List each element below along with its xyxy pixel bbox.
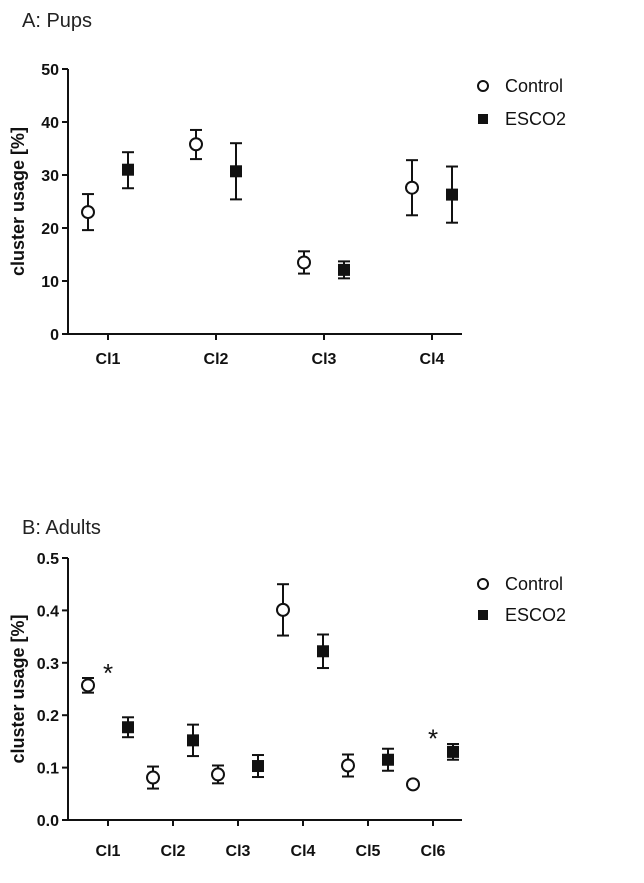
data-point-esco2 [447, 745, 459, 758]
legend-label: ESCO2 [505, 605, 566, 625]
panel-b-title: B: Adults [22, 517, 101, 539]
legend-marker-esco2 [478, 114, 488, 124]
x-tick-label: Cl2 [161, 843, 186, 860]
chart-b: 0.0 0.1 0.2 0.3 0.4 0.5 Cl1 Cl2 Cl3 Cl4 Cl5 Cl6 clus… [8, 551, 566, 860]
y-tick-label: 0.4 [37, 603, 59, 620]
data-point-control [406, 777, 420, 792]
x-tick-label: Cl1 [96, 351, 121, 368]
y-tick-label: 0 [50, 327, 59, 344]
x-tick-label: Cl2 [204, 351, 229, 368]
data-point-esco2 [122, 721, 134, 734]
y-tick-label: 0.3 [37, 656, 59, 673]
data-point-control [189, 137, 203, 152]
chart-a: 0 10 20 30 40 50 Cl1 Cl2 Cl3 Cl4 cluster usage [%]… [8, 62, 566, 368]
y-tick-label: 0.0 [37, 813, 59, 830]
data-point-esco2 [187, 734, 199, 747]
data-point-control [211, 767, 225, 782]
data-point-control [297, 255, 311, 270]
legend-label: Control [505, 574, 563, 594]
y-tick-label: 0.2 [37, 708, 59, 725]
data-point-esco2 [382, 753, 394, 766]
data-point-esco2 [122, 163, 134, 176]
y-axis-title: cluster usage [%] [8, 127, 28, 276]
data-point-control [81, 678, 95, 693]
y-tick-label: 20 [41, 221, 59, 238]
y-tick-label: 0.1 [37, 761, 59, 778]
x-tick-label: Cl3 [226, 843, 251, 860]
data-point-esco2 [317, 645, 329, 658]
data-point-control [81, 205, 95, 220]
y-tick-label: 30 [41, 168, 59, 185]
x-tick-label: Cl4 [291, 843, 316, 860]
x-tick-label: Cl5 [356, 843, 381, 860]
data-point-control [405, 180, 419, 195]
legend-marker-control [477, 80, 489, 92]
data-point-control [341, 758, 355, 773]
data-point-control [146, 770, 160, 785]
y-tick-label: 0.5 [37, 551, 59, 568]
y-axis-title: cluster usage [%] [8, 614, 28, 763]
legend-marker-control [477, 578, 489, 590]
data-point-esco2 [338, 263, 350, 276]
data-point-esco2 [446, 188, 458, 201]
legend-label: ESCO2 [505, 109, 566, 129]
data-point-esco2 [230, 165, 242, 178]
x-tick-label: Cl6 [421, 843, 446, 860]
legend-label: Control [505, 76, 563, 96]
significance-star: * [428, 724, 438, 754]
legend-marker-esco2 [478, 610, 488, 620]
significance-star: * [103, 658, 113, 688]
data-point-control [276, 602, 290, 617]
y-tick-label: 40 [41, 115, 59, 132]
y-tick-label: 10 [41, 274, 59, 291]
x-tick-label: Cl3 [312, 351, 337, 368]
panel-a-title: A: Pups [22, 10, 93, 32]
x-tick-label: Cl4 [420, 351, 445, 368]
x-tick-label: Cl1 [96, 843, 121, 860]
y-tick-label: 50 [41, 62, 59, 79]
data-point-esco2 [252, 760, 264, 773]
